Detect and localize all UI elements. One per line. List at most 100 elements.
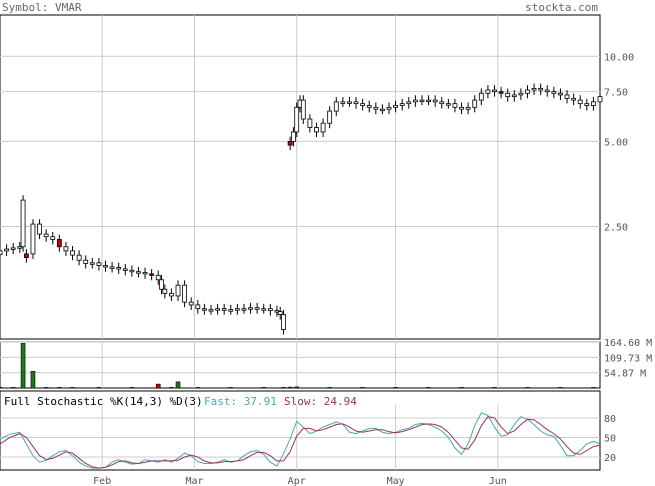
candle-body <box>63 246 69 252</box>
candle-body <box>20 199 26 248</box>
price-candle-81 <box>498 86 504 99</box>
price-candle-23 <box>142 267 148 279</box>
price-candle-56 <box>333 97 339 117</box>
price-candle-9 <box>50 231 56 245</box>
candle-body <box>129 269 135 273</box>
volume-bar-21 <box>426 387 431 389</box>
candle-body <box>23 253 29 259</box>
candle-body <box>505 92 511 98</box>
price-candle-40 <box>248 302 253 314</box>
candle-body <box>525 89 530 94</box>
candle-body <box>122 268 128 271</box>
stochastic-slow-line <box>0 416 601 469</box>
volume-bar-24 <box>525 387 530 389</box>
price-candle-62 <box>373 102 379 115</box>
price-candle-58 <box>347 97 352 107</box>
stoch-tick-label-1: 50 <box>604 434 616 445</box>
price-candle-84 <box>518 88 524 100</box>
price-candle-27 <box>162 284 168 299</box>
price-candle-60 <box>360 98 366 111</box>
price-candle-89 <box>551 86 557 99</box>
price-candle-7 <box>37 219 42 240</box>
candle-body <box>169 292 174 297</box>
volume-bar-13 <box>228 387 234 389</box>
price-candle-69 <box>419 95 425 106</box>
price-candle-70 <box>426 95 431 106</box>
candle-body <box>393 105 399 108</box>
volume-bar-18 <box>327 387 332 389</box>
candle-body <box>327 110 333 124</box>
price-candle-39 <box>241 303 247 314</box>
candle-body <box>261 308 267 311</box>
candle-body <box>281 314 286 330</box>
candle-body <box>544 89 550 93</box>
candle-body <box>419 99 425 102</box>
candle-body <box>228 309 234 312</box>
candle-body <box>465 106 471 110</box>
candle-body <box>221 308 227 311</box>
volume-bar-0 <box>0 387 3 389</box>
volume-bar-19 <box>360 387 365 389</box>
stochastic-panel: Full Stochastic %K(14,3) %D(3) Fast: 37.… <box>0 390 616 471</box>
price-candle-41 <box>254 302 260 314</box>
price-candle-28 <box>169 288 174 301</box>
candle-body <box>159 279 164 290</box>
price-candle-24 <box>149 269 155 281</box>
price-candle-38 <box>234 303 240 315</box>
candle-body <box>182 284 188 303</box>
volume-bar-12 <box>195 387 201 389</box>
price-candle-6 <box>30 219 36 259</box>
price-candle-88 <box>544 85 550 97</box>
candle-body <box>597 96 603 103</box>
price-candle-11 <box>63 241 69 256</box>
price-candle-0 <box>0 246 3 260</box>
price-candle-94 <box>584 98 590 111</box>
price-candle-8 <box>43 229 49 242</box>
site-label: stockta.com <box>525 1 598 14</box>
candle-body <box>340 101 346 104</box>
candle-body <box>314 127 319 133</box>
price-candle-53 <box>314 122 319 137</box>
symbol-label: Symbol: VMAR <box>2 1 82 14</box>
stochastic-title: Full Stochastic %K(14,3) %D(3) <box>4 395 203 408</box>
candle-body <box>518 92 524 96</box>
price-candle-21 <box>129 265 135 277</box>
x-axis: Feb Mar Apr May Jun <box>93 476 507 486</box>
x-tick-label-3: May <box>387 476 405 486</box>
candle-body <box>162 288 168 294</box>
candle-body <box>175 284 181 297</box>
price-candle-31 <box>188 297 194 310</box>
candle-body <box>56 239 62 248</box>
candle-body <box>234 308 240 311</box>
price-candle-20 <box>122 264 128 276</box>
candle-body <box>478 92 484 101</box>
price-candle-12 <box>70 246 75 261</box>
volume-bar-10 <box>169 387 174 389</box>
candle-body <box>267 308 273 312</box>
candle-body <box>564 94 570 99</box>
candle-body <box>360 103 366 106</box>
price-candle-91 <box>564 90 570 104</box>
price-candle-48 <box>291 127 296 147</box>
volume-bar-4 <box>43 387 49 389</box>
volume-bar-8 <box>129 387 135 389</box>
price-candle-90 <box>558 88 563 100</box>
price-candle-26 <box>159 274 164 295</box>
price-candle-52 <box>307 114 313 133</box>
candle-body <box>195 304 201 310</box>
candle-body <box>412 99 418 103</box>
price-frame <box>0 14 601 340</box>
stochastic-fast-label: Fast: 37.91 <box>204 395 277 408</box>
candle-body <box>511 94 517 98</box>
candle-body <box>551 91 557 94</box>
candle-body <box>459 106 464 110</box>
candle-body <box>50 236 56 240</box>
x-tick-label-4: Jun <box>489 476 507 486</box>
price-candle-79 <box>485 85 491 99</box>
price-candle-47 <box>287 136 293 151</box>
price-candle-35 <box>215 303 220 315</box>
price-candle-5 <box>23 249 29 263</box>
price-candle-96 <box>597 91 603 107</box>
price-candle-34 <box>208 304 214 315</box>
candle-body <box>17 246 23 249</box>
